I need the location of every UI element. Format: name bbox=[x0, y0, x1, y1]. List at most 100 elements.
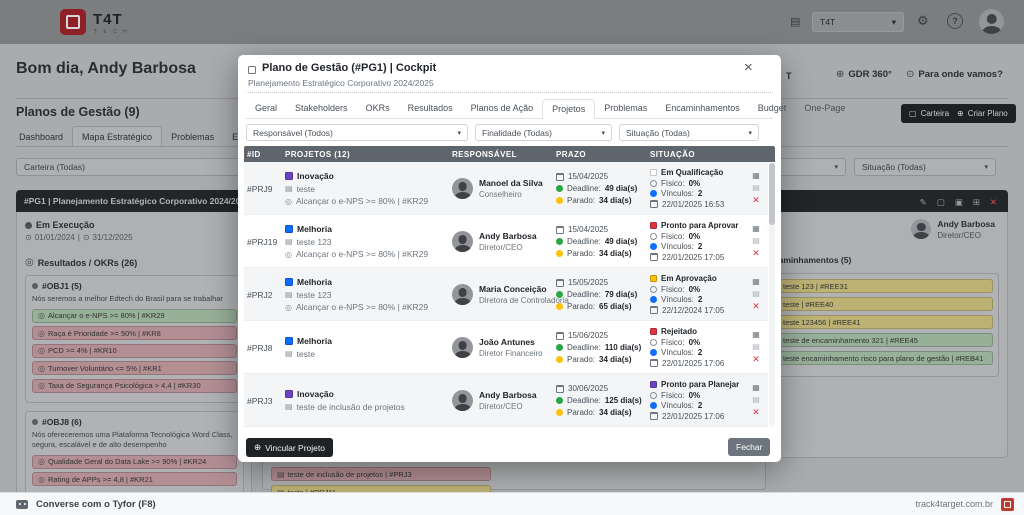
open-project-icon[interactable]: ▦ bbox=[752, 383, 760, 392]
plan-status: Em Execução bbox=[25, 220, 95, 230]
encaminhamento-pill[interactable]: ◎teste 123 | #REE31 bbox=[767, 279, 993, 293]
avatar bbox=[452, 390, 473, 411]
table-row[interactable]: #PRJ3 Inovação ▤ teste de inclusão de pro… bbox=[244, 374, 768, 427]
unlink-icon[interactable]: ✕ bbox=[752, 248, 760, 258]
calendar-icon bbox=[556, 331, 564, 340]
fechar-button[interactable]: Fechar bbox=[728, 438, 771, 456]
note-icon[interactable]: ▤ bbox=[752, 395, 760, 404]
tyfor-chat-link[interactable]: Converse com o Tyfor (F8) bbox=[36, 498, 156, 510]
gdr-360-link[interactable]: ⊕ GDR 360° bbox=[836, 69, 892, 80]
kr-pill[interactable]: ◎ Rating de APPs >= 4,8 | #KR21 bbox=[32, 472, 237, 486]
table-row[interactable]: #PRJ2 Melhoria ▤ teste 123 ◎ Alcançar o e-… bbox=[244, 268, 768, 321]
objective-title[interactable]: #OBJ1 (5) bbox=[32, 281, 237, 291]
open-project-icon[interactable]: ▦ bbox=[752, 330, 760, 339]
kr-pill[interactable]: ◎ Alcançar o e-NPS >= 80% | #KR29 bbox=[32, 308, 237, 323]
para-onde-vamos-link[interactable]: ⊙ Para onde vamos? bbox=[906, 69, 1003, 80]
tab-problemas[interactable]: Problemas bbox=[604, 103, 648, 113]
note-icon[interactable]: ▤ bbox=[752, 183, 760, 192]
open-project-icon[interactable]: ▦ bbox=[752, 277, 760, 286]
archive-icon[interactable]: ⊞ bbox=[972, 196, 980, 207]
vinculos-dot-icon bbox=[650, 402, 657, 410]
tab-projetos[interactable]: Projetos bbox=[542, 99, 596, 119]
tab-stakeholders[interactable]: Stakeholders bbox=[295, 103, 348, 113]
table-scrollbar[interactable] bbox=[769, 162, 775, 427]
finalidade-filter[interactable]: Finalidade (Todas) ▾ bbox=[475, 124, 612, 141]
tab-encaminhamentos[interactable]: Encaminhamentos bbox=[665, 103, 740, 113]
environment-select[interactable]: T4T ▾ bbox=[812, 12, 904, 32]
criar-plano-button[interactable]: ⊕ Criar Plano bbox=[949, 104, 1016, 123]
unlink-icon[interactable]: ✕ bbox=[752, 407, 760, 417]
close-icon[interactable]: ✕ bbox=[989, 196, 997, 207]
finalidade-label: Melhoria bbox=[297, 336, 332, 347]
box-icon[interactable]: ▢ bbox=[936, 196, 945, 207]
note-icon: ▤ bbox=[277, 469, 285, 479]
target-icon: ◎ bbox=[38, 363, 45, 373]
responsavel-filter[interactable]: Responsável (Todos) ▾ bbox=[246, 124, 468, 141]
calendar-icon bbox=[650, 200, 658, 209]
kr-pill[interactable]: ◎ Turnover Voluntário <= 5% | #KR1 bbox=[32, 361, 237, 376]
vincular-projeto-button[interactable]: ⊕ Vincular Projeto bbox=[246, 438, 333, 457]
vinculos-dot-icon bbox=[650, 243, 657, 251]
unlink-icon[interactable]: ✕ bbox=[752, 301, 760, 311]
kr-pill[interactable]: ◎ Raça é Prioridade >= 50% | #KR8 bbox=[32, 326, 237, 341]
project-id: #PRJ19 bbox=[247, 237, 278, 247]
open-project-icon[interactable]: ▦ bbox=[752, 171, 760, 180]
table-row[interactable]: #PRJ9 Inovação ▤ teste ◎ Alcançar o e-NPS … bbox=[244, 162, 768, 215]
parado-dot-icon bbox=[556, 356, 563, 363]
unlink-icon[interactable]: ✕ bbox=[752, 195, 760, 205]
vinculos-dot-icon bbox=[650, 296, 657, 304]
kr-pill[interactable]: ◎ Qualidade Geral do Data Lake >= 90% | #… bbox=[32, 454, 237, 469]
gear-icon[interactable]: ⚙ bbox=[917, 13, 929, 28]
chevron-down-icon: ▾ bbox=[748, 129, 752, 137]
help-icon[interactable]: ? bbox=[947, 13, 963, 29]
tab-okrs[interactable]: OKRs bbox=[365, 103, 390, 113]
encaminhamento-pill[interactable]: ◎teste 123456 | #REE41 bbox=[767, 315, 993, 329]
modal-divider bbox=[246, 92, 773, 93]
logo-subtext: T E C H bbox=[94, 29, 130, 35]
tab-planos-de-acao[interactable]: Planos de Ação bbox=[470, 103, 534, 113]
project-kr: Alcançar o e-NPS >= 80% | #KR29 bbox=[295, 302, 429, 312]
project-name: teste 123 bbox=[296, 236, 332, 247]
table-row[interactable]: #PRJ8 Melhoria ▤ teste João Antunes Direto… bbox=[244, 321, 768, 374]
copy-icon[interactable]: ▣ bbox=[954, 196, 963, 207]
right-panel: ✎ ▢ ▣ ⊞ ✕ Andy Barbosa Diretor/CEO Encam… bbox=[752, 190, 1008, 458]
finalidade-color bbox=[285, 172, 293, 180]
edit-icon[interactable]: ✎ bbox=[919, 196, 927, 207]
target-icon: ◎ bbox=[38, 381, 45, 391]
track4target-logo-icon bbox=[1001, 497, 1014, 511]
pg1-panel-title[interactable]: #PG1 | Planejamento Estratégico Corporat… bbox=[16, 190, 252, 212]
encaminhamento-pill[interactable]: ◎teste encaminhamento risco para plano d… bbox=[767, 351, 993, 365]
plan-dates: ⊙ 01/01/2024 | ⊙ 31/12/2025 bbox=[25, 233, 133, 242]
scrollbar-thumb[interactable] bbox=[769, 163, 775, 225]
kr-pill[interactable]: ◎ PCD >= 4% | #KR10 bbox=[32, 343, 237, 358]
note-icon[interactable]: ▤ bbox=[752, 289, 760, 298]
open-project-icon[interactable]: ▦ bbox=[752, 224, 760, 233]
user-avatar[interactable] bbox=[979, 9, 1004, 34]
modal-checkbox[interactable] bbox=[248, 66, 256, 74]
encaminhamento-pill[interactable]: ◎teste de encaminhamento 321 | #REE45 bbox=[767, 333, 993, 347]
table-row[interactable]: #PRJ19 Melhoria ▤ teste 123 ◎ Alcançar o e… bbox=[244, 215, 768, 268]
tab-mapa-estrategico[interactable]: Mapa Estratégico bbox=[72, 126, 163, 147]
situacao-filter[interactable]: Situação (Todas) ▾ bbox=[619, 124, 759, 141]
database-icon[interactable]: ▤ bbox=[790, 16, 801, 28]
situacao-filter[interactable]: Situação (Todas) ▾ bbox=[854, 158, 996, 176]
unlink-icon[interactable]: ✕ bbox=[752, 354, 760, 364]
objective-title[interactable]: #OBJ8 (6) bbox=[32, 417, 237, 427]
tab-budget[interactable]: Budget bbox=[757, 103, 787, 113]
note-icon[interactable]: ▤ bbox=[752, 236, 760, 245]
t4t-logo-icon[interactable] bbox=[60, 9, 86, 35]
encaminhamento-pill[interactable]: ◎teste | #REE40 bbox=[767, 297, 993, 311]
tab-problemas[interactable]: Problemas bbox=[171, 132, 215, 142]
tab-dashboard[interactable]: Dashboard bbox=[19, 132, 64, 142]
bullet-icon bbox=[32, 419, 38, 425]
modal-close-icon[interactable]: × bbox=[744, 59, 753, 76]
panel-owner: Andy Barbosa Diretor/CEO bbox=[911, 219, 995, 240]
tab-geral[interactable]: Geral bbox=[255, 103, 278, 113]
project-pill[interactable]: ▤ teste de inclusão de projetos | #PRJ3 bbox=[271, 467, 491, 481]
chevron-down-icon: ▾ bbox=[601, 129, 605, 137]
note-icon[interactable]: ▤ bbox=[752, 342, 760, 351]
kr-pill[interactable]: ◎ Taxa de Segurança Psicológica > 4,4 | #… bbox=[32, 378, 237, 393]
carteiras-button[interactable]: ▢ Carteiras bbox=[901, 104, 962, 123]
tab-one-page[interactable]: One-Page bbox=[804, 103, 846, 113]
tab-resultados[interactable]: Resultados bbox=[407, 103, 453, 113]
